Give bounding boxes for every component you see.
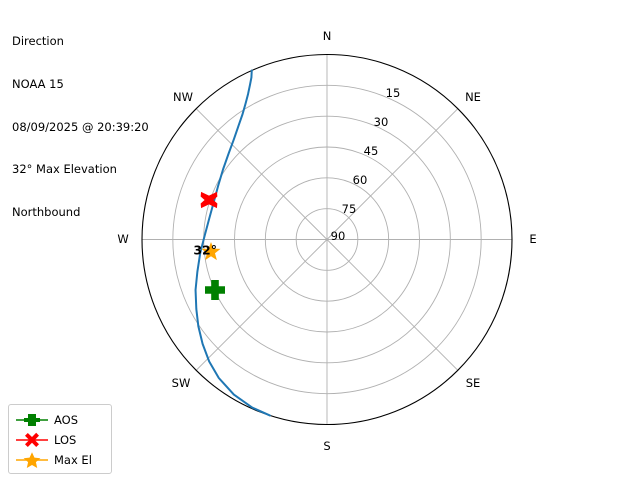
azimuth-grid-spokes [142, 54, 512, 425]
title-line-direction: Direction [12, 34, 64, 49]
marker-max-el [201, 242, 221, 261]
chart-legend: AOS LOS Max El [8, 404, 112, 474]
azimuth-spoke-NW [195, 108, 328, 240]
compass-label-n: N [322, 29, 332, 43]
compass-label-s: S [323, 439, 331, 453]
max-elevation-annotation: 32° [193, 242, 217, 258]
compass-label-w: W [117, 232, 129, 246]
azimuth-spoke-SE [326, 239, 459, 371]
legend-label-maxel: Max El [54, 453, 92, 467]
elevation-label-60: 60 [352, 173, 368, 187]
star-icon [16, 452, 48, 468]
title-line-satellite: NOAA 15 [12, 77, 64, 92]
elevation-label-90: 90 [330, 229, 346, 243]
compass-label-sw: SW [171, 376, 191, 390]
marker-aos [205, 280, 225, 301]
azimuth-spoke-NE [326, 108, 459, 240]
title-line-direction-of-travel: Northbound [12, 204, 81, 219]
chart-title-block: Direction NOAA 15 08/09/2025 @ 20:39:20 … [12, 6, 149, 247]
x-icon [16, 432, 48, 447]
legend-item-los[interactable]: LOS [15, 430, 105, 450]
legend-label-aos: AOS [54, 413, 79, 427]
legend-item-aos[interactable]: AOS [15, 410, 105, 430]
legend-label-los: LOS [54, 433, 77, 447]
satellite-track-line [194, 69, 271, 417]
pass-event-markers [200, 191, 225, 301]
elevation-label-15: 15 [385, 86, 401, 100]
title-line-timestamp: 08/09/2025 @ 20:39:20 [12, 119, 149, 134]
title-line-max-elevation: 32° Max Elevation [12, 162, 117, 177]
elevation-label-30: 30 [373, 115, 389, 129]
plus-icon [16, 414, 48, 426]
elevation-label-75: 75 [341, 202, 357, 216]
marker-los [200, 191, 218, 209]
compass-label-se: SE [465, 376, 481, 390]
compass-label-nw: NW [173, 90, 193, 104]
horizon-circle [141, 53, 513, 426]
compass-label-e: E [529, 232, 537, 246]
azimuth-spoke-SW [195, 239, 328, 371]
legend-item-maxel[interactable]: Max El [15, 450, 105, 470]
compass-label-ne: NE [465, 90, 481, 104]
elevation-label-45: 45 [363, 144, 379, 158]
